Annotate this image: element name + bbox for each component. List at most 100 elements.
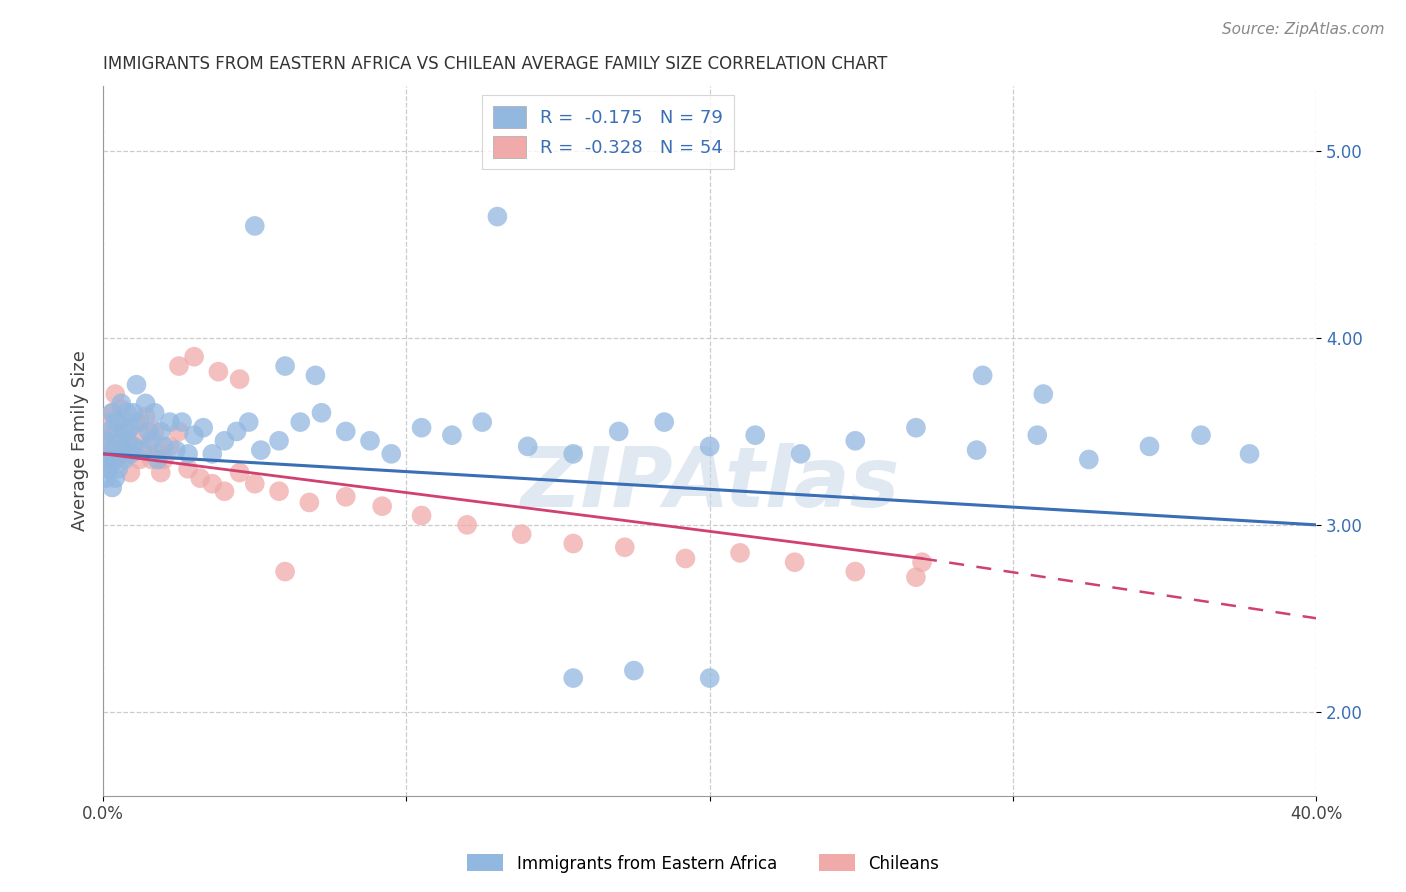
Point bbox=[104, 452, 127, 467]
Point bbox=[1077, 452, 1099, 467]
Point bbox=[228, 372, 250, 386]
Point bbox=[107, 434, 129, 448]
Point bbox=[183, 350, 205, 364]
Point bbox=[141, 452, 163, 467]
Point bbox=[165, 443, 187, 458]
Point bbox=[699, 671, 721, 685]
Point bbox=[201, 476, 224, 491]
Point bbox=[228, 466, 250, 480]
Point bbox=[201, 447, 224, 461]
Text: Source: ZipAtlas.com: Source: ZipAtlas.com bbox=[1222, 22, 1385, 37]
Point bbox=[562, 447, 585, 461]
Point bbox=[141, 434, 163, 448]
Point bbox=[844, 565, 866, 579]
Point bbox=[274, 565, 297, 579]
Point bbox=[516, 439, 538, 453]
Point bbox=[101, 481, 124, 495]
Point bbox=[131, 443, 153, 458]
Point bbox=[138, 425, 160, 439]
Point bbox=[844, 434, 866, 448]
Point bbox=[167, 359, 190, 373]
Point bbox=[652, 415, 675, 429]
Point bbox=[304, 368, 326, 383]
Point bbox=[335, 490, 357, 504]
Point bbox=[335, 425, 357, 439]
Point bbox=[122, 439, 145, 453]
Point bbox=[112, 452, 135, 467]
Point bbox=[380, 447, 402, 461]
Point bbox=[96, 452, 118, 467]
Point bbox=[107, 415, 129, 429]
Text: IMMIGRANTS FROM EASTERN AFRICA VS CHILEAN AVERAGE FAMILY SIZE CORRELATION CHART: IMMIGRANTS FROM EASTERN AFRICA VS CHILEA… bbox=[103, 55, 887, 73]
Point bbox=[311, 406, 333, 420]
Point bbox=[188, 471, 211, 485]
Point bbox=[411, 508, 433, 523]
Point bbox=[193, 420, 215, 434]
Point bbox=[1239, 447, 1261, 461]
Text: ZIPAtlas: ZIPAtlas bbox=[520, 443, 900, 524]
Point bbox=[101, 406, 124, 420]
Point bbox=[966, 443, 988, 458]
Point bbox=[267, 484, 290, 499]
Point bbox=[411, 420, 433, 434]
Point bbox=[96, 434, 118, 448]
Point bbox=[122, 406, 145, 420]
Point bbox=[110, 402, 132, 417]
Point bbox=[110, 434, 132, 448]
Point bbox=[789, 447, 811, 461]
Point bbox=[128, 415, 150, 429]
Point bbox=[98, 447, 121, 461]
Point bbox=[107, 415, 129, 429]
Point bbox=[96, 471, 118, 485]
Point bbox=[243, 476, 266, 491]
Point bbox=[143, 406, 166, 420]
Point bbox=[607, 425, 630, 439]
Point bbox=[152, 439, 174, 453]
Point bbox=[159, 415, 181, 429]
Point bbox=[243, 219, 266, 233]
Point bbox=[486, 210, 509, 224]
Point bbox=[104, 452, 127, 467]
Point bbox=[104, 415, 127, 429]
Point bbox=[183, 428, 205, 442]
Point bbox=[107, 462, 129, 476]
Legend: Immigrants from Eastern Africa, Chileans: Immigrants from Eastern Africa, Chileans bbox=[460, 847, 946, 880]
Point bbox=[104, 387, 127, 401]
Point bbox=[371, 499, 394, 513]
Point bbox=[728, 546, 751, 560]
Point bbox=[117, 425, 139, 439]
Point bbox=[238, 415, 260, 429]
Point bbox=[120, 420, 142, 434]
Point bbox=[135, 396, 157, 410]
Point bbox=[135, 409, 157, 424]
Point bbox=[699, 439, 721, 453]
Point bbox=[98, 462, 121, 476]
Point bbox=[104, 471, 127, 485]
Point bbox=[107, 447, 129, 461]
Point bbox=[101, 428, 124, 442]
Y-axis label: Average Family Size: Average Family Size bbox=[72, 351, 89, 532]
Point bbox=[101, 406, 124, 420]
Point bbox=[96, 434, 118, 448]
Point bbox=[359, 434, 381, 448]
Point bbox=[290, 415, 312, 429]
Point bbox=[783, 555, 806, 569]
Point bbox=[120, 466, 142, 480]
Point bbox=[471, 415, 494, 429]
Point bbox=[98, 415, 121, 429]
Point bbox=[225, 425, 247, 439]
Point bbox=[177, 447, 200, 461]
Point bbox=[675, 551, 697, 566]
Point bbox=[143, 425, 166, 439]
Point bbox=[110, 396, 132, 410]
Point bbox=[128, 452, 150, 467]
Point bbox=[1189, 428, 1212, 442]
Point bbox=[131, 428, 153, 442]
Point bbox=[149, 466, 172, 480]
Point bbox=[274, 359, 297, 373]
Point bbox=[214, 484, 236, 499]
Point bbox=[98, 452, 121, 467]
Legend: R =  -0.175   N = 79, R =  -0.328   N = 54: R = -0.175 N = 79, R = -0.328 N = 54 bbox=[482, 95, 734, 169]
Point bbox=[562, 536, 585, 550]
Point bbox=[1139, 439, 1161, 453]
